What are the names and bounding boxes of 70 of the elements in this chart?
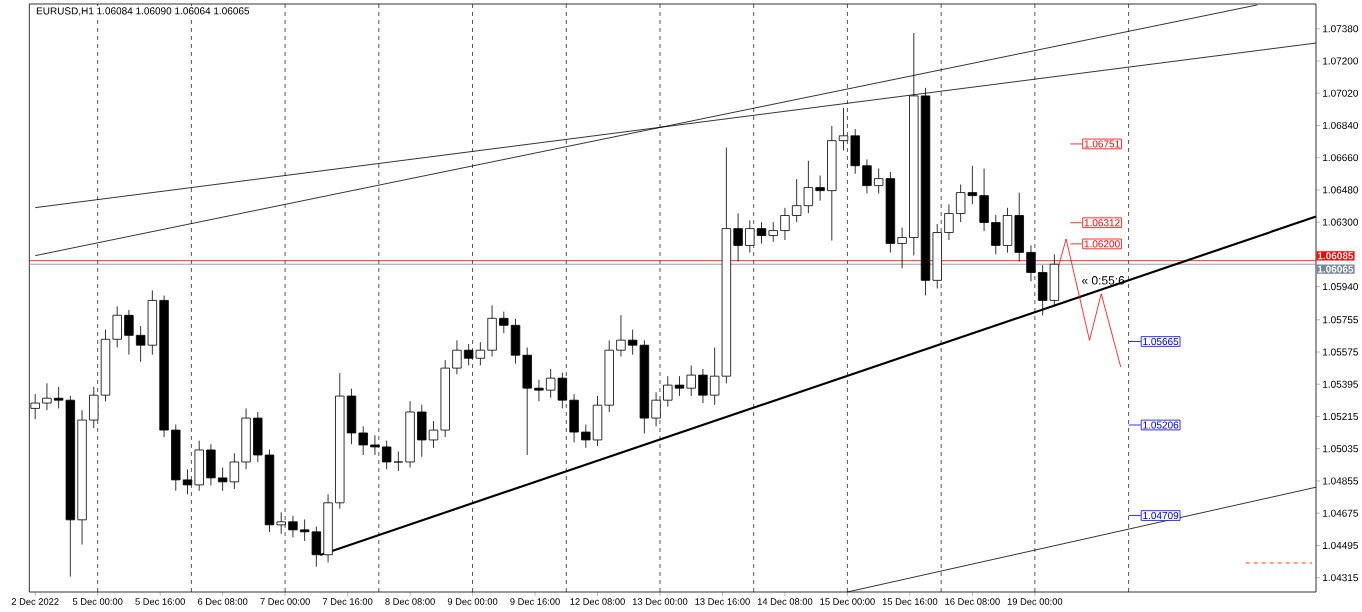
y-tick-label: 1.07020 [1323, 89, 1359, 97]
candlestick [780, 207, 790, 241]
candlestick [288, 515, 298, 538]
y-tick-label: 1.05215 [1323, 412, 1358, 421]
y-tick-label: 1.07380 [1323, 25, 1359, 33]
y-tick-label: 1.05755 [1323, 316, 1358, 324]
x-tick-label: 8 Dec 08:00 [385, 598, 435, 605]
y-tick-label: 1.07200 [1323, 57, 1359, 65]
x-tick-label: 13 Dec 00:00 [632, 598, 688, 605]
y-tick-label: 1.05575 [1323, 348, 1358, 356]
y-tick-label: 1.04855 [1323, 477, 1358, 485]
candlestick [686, 365, 696, 397]
candlestick [42, 382, 52, 411]
y-tick-label: 1.06300 [1323, 218, 1359, 226]
x-tick-label: 16 Dec 08:00 [945, 598, 1000, 605]
candlestick [698, 368, 708, 404]
y-tick-label: 1.06480 [1323, 186, 1359, 194]
candlestick [112, 305, 122, 348]
x-tick-label: 5 Dec 16:00 [135, 598, 185, 605]
x-tick-label: 9 Dec 00:00 [447, 598, 498, 605]
candlestick [815, 175, 825, 202]
candlestick [452, 339, 462, 375]
candlestick [991, 214, 1001, 255]
chart-title: EURUSD,H1 1.06084 1.06090 1.06064 1.06065 [36, 7, 250, 16]
ref-line-label: 1.06085 [1317, 252, 1354, 260]
annotation: 1.06200 [1084, 240, 1120, 248]
candlestick [674, 375, 685, 397]
y-tick-label: 1.06660 [1323, 154, 1359, 162]
x-tick-label: 19 Dec 00:00 [1007, 598, 1063, 605]
annotation: 1.04709 [1143, 512, 1179, 520]
candlestick [499, 311, 509, 334]
candlestick [756, 221, 767, 245]
x-tick-label: 7 Dec 00:00 [260, 598, 310, 605]
x-tick-label: 9 Dec 16:00 [510, 598, 560, 605]
x-tick-label: 6 Dec 08:00 [197, 598, 248, 605]
annotation: 1.06312 [1084, 219, 1120, 227]
x-tick-label: 7 Dec 16:00 [322, 598, 373, 605]
candlestick [534, 379, 544, 402]
candlestick [733, 212, 743, 262]
candlestick [944, 203, 954, 241]
candlestick [581, 424, 591, 449]
candlestick [124, 309, 134, 356]
x-tick-label: 14 Dec 08:00 [757, 598, 813, 605]
y-tick-label: 1.04495 [1323, 541, 1358, 549]
y-tick-label: 1.05035 [1323, 445, 1358, 453]
y-tick-label: 1.06840 [1323, 121, 1359, 129]
x-tick-label: 15 Dec 16:00 [882, 598, 938, 605]
candlestick [897, 227, 907, 269]
annotation: 1.05206 [1143, 421, 1179, 429]
candlestick [616, 314, 626, 357]
x-tick-label: 15 Dec 00:00 [820, 598, 875, 605]
candlestick [663, 375, 673, 408]
annotation: 1.05665 [1143, 337, 1179, 346]
y-tick-label: 1.04675 [1323, 509, 1358, 517]
y-tick-label: 1.05940 [1323, 283, 1359, 291]
ref-line-label: 1.06065 [1317, 265, 1354, 273]
y-tick-label: 1.05395 [1323, 380, 1358, 388]
candlestick [862, 159, 872, 194]
candlestick [358, 425, 368, 456]
x-tick-label: 2 Dec 2022 [11, 598, 59, 605]
x-tick-label: 5 Dec 00:00 [72, 598, 123, 605]
candlestick [428, 420, 439, 449]
y-tick-label: 1.04315 [1323, 574, 1358, 582]
candlestick [381, 440, 392, 470]
annotation: 1.06751 [1084, 140, 1120, 148]
candlestick [393, 451, 404, 472]
x-tick-label: 12 Dec 08:00 [570, 598, 625, 605]
x-tick-label: 13 Dec 16:00 [695, 598, 750, 605]
candlestick [768, 221, 778, 243]
annotation: « 0:55:6 [1081, 276, 1125, 285]
